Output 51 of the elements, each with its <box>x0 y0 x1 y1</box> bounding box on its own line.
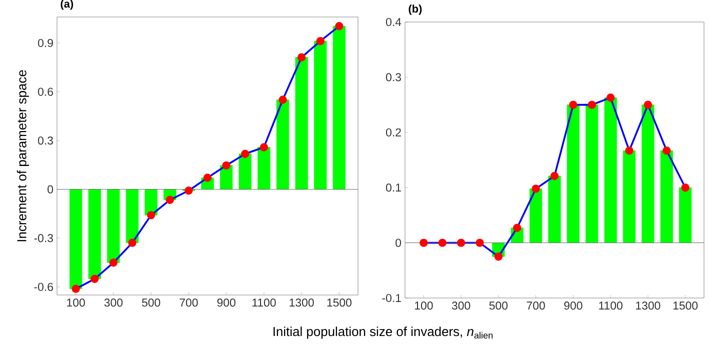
bar <box>679 187 692 243</box>
y-tick-label: 0.3 <box>38 136 53 145</box>
bar <box>566 104 580 243</box>
x-axis-title: Initial population size of invaders, n$_{alien}$ <box>274 326 493 339</box>
x-tick-label: 1300 <box>290 298 314 307</box>
bar <box>548 176 561 243</box>
bar <box>332 26 346 190</box>
y-tick-label: 0 <box>396 238 402 247</box>
chart-title: (b) <box>408 4 422 15</box>
bar <box>126 189 139 244</box>
y-tick-label: 0.6 <box>38 88 53 96</box>
y-tick-label: 0.1 <box>386 184 401 192</box>
bar <box>604 97 617 243</box>
x-tick-label: 1500 <box>673 302 698 310</box>
x-tick-label: 100 <box>415 302 433 310</box>
y-tick-label: 0.3 <box>386 73 401 82</box>
y-tick-label: 0.2 <box>386 128 401 136</box>
bar <box>314 40 327 190</box>
x-tick-label: 1300 <box>636 302 660 310</box>
x-tick-label: 300 <box>104 298 123 307</box>
x-tick-label: 1500 <box>327 298 352 307</box>
y-tick-label: 0 <box>48 185 54 194</box>
x-tick-label: 300 <box>452 302 470 310</box>
bar <box>622 150 636 243</box>
y-tick-label: -0.1 <box>382 294 401 302</box>
bar <box>530 188 542 243</box>
x-tick-label: 500 <box>489 302 508 310</box>
bar <box>107 189 120 263</box>
chart-title: (a) <box>60 0 74 10</box>
bar <box>586 104 598 243</box>
x-tick-label: 900 <box>217 298 236 307</box>
bar <box>295 57 308 190</box>
y-tick-label: -0.6 <box>34 282 53 291</box>
x-tick-label: 700 <box>526 302 545 310</box>
y-tick-label: 0.9 <box>38 38 53 48</box>
x-tick-label: 100 <box>67 298 85 307</box>
y-tick-label: -0.3 <box>34 234 53 242</box>
y-tick-label: 0.4 <box>386 18 402 26</box>
bar <box>238 154 252 190</box>
x-tick-label: 500 <box>142 298 160 307</box>
bar <box>258 147 270 190</box>
bar <box>88 189 101 280</box>
y-axis-title: Increment of parameter space <box>16 70 29 242</box>
bar <box>70 189 82 290</box>
bar <box>660 150 673 243</box>
x-tick-label: 1100 <box>252 298 276 307</box>
x-tick-label: 1100 <box>599 302 622 310</box>
bar <box>276 100 290 190</box>
x-tick-label: 900 <box>564 302 582 310</box>
x-tick-label: 700 <box>180 298 198 307</box>
bar <box>642 104 654 243</box>
